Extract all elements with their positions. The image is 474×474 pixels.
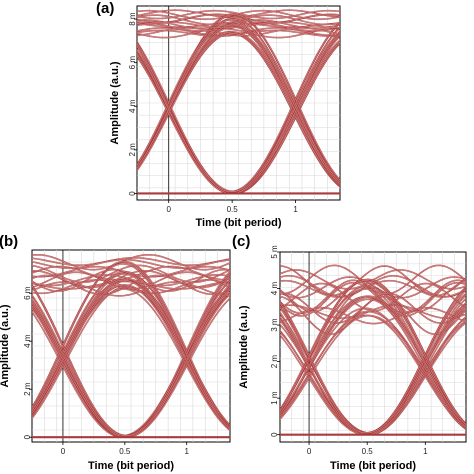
trace-rise-fall-highlight xyxy=(280,315,466,428)
y-tick-label: 6 m xyxy=(23,286,32,300)
panel-label: (b) xyxy=(0,233,18,250)
trace-fall-rise-highlight xyxy=(137,39,340,194)
y-tick-label: 5 m xyxy=(270,245,279,259)
y-axis-title: Amplitude (a.u.) xyxy=(0,304,11,387)
trace-one-level-highlight xyxy=(280,280,466,312)
eye-panel-a: 0 0.5 1 0 2 m 4 m 6 m 8 m Time (bit period) Ampli… xyxy=(96,0,341,229)
trace-one-level-highlight xyxy=(137,21,340,29)
trace-fall-rise-highlight xyxy=(280,320,466,435)
trace-one-level-highlight xyxy=(32,259,230,269)
trace-rise-fall-highlight xyxy=(32,279,230,429)
trace-rise-fall-highlight xyxy=(280,295,466,426)
trace-one-level-highlight xyxy=(32,274,230,286)
trace-one-level-highlight xyxy=(280,276,466,298)
trace-one-level-highlight xyxy=(280,280,466,298)
eye-panel-b: 0 0.5 1 0 2 m 4 m 6 m Time (bit period) Amplitud… xyxy=(0,233,231,472)
panel-label: (c) xyxy=(232,233,250,250)
x-tick-label: 0 xyxy=(307,447,312,456)
trace-fall-rise-highlight xyxy=(137,33,340,192)
y-tick-label: 8 m xyxy=(128,12,137,26)
x-tick-label: 0.5 xyxy=(119,447,131,456)
x-tick-label: 0 xyxy=(166,205,171,214)
trace-one-level-highlight xyxy=(280,283,466,312)
trace-one-level-highlight xyxy=(32,275,230,295)
y-axis-title: Amplitude (a.u.) xyxy=(109,61,121,144)
trace-one-level-highlight xyxy=(32,257,230,266)
y-tick-label: 1 m xyxy=(270,391,279,405)
eye-panel-c: 0 0.5 1 0 1 m 2 m 3 m 4 m 5 m Time (bit period) Am… xyxy=(232,233,467,472)
y-tick-label: 4 m xyxy=(128,99,137,113)
trace-one-level-highlight xyxy=(137,27,340,37)
eye-traces xyxy=(280,264,466,436)
trace-one-level-highlight xyxy=(280,307,466,324)
trace-rise-fall-highlight xyxy=(32,288,230,431)
y-tick-label: 0 xyxy=(23,434,32,439)
trace-one-level-highlight xyxy=(280,265,466,294)
x-tick-label: 1 xyxy=(184,447,189,456)
trace-fall-rise-highlight xyxy=(280,302,466,434)
trace-rise-fall-highlight xyxy=(32,263,230,429)
y-tick-label: 0 xyxy=(128,191,137,196)
y-tick-label: 2 m xyxy=(270,355,279,369)
eye-traces xyxy=(32,253,230,439)
trace-rise-fall-highlight xyxy=(137,31,340,185)
y-axis-title: Amplitude (a.u.) xyxy=(238,305,250,388)
trace-rise-fall-highlight xyxy=(137,24,340,183)
eye-traces xyxy=(137,9,340,195)
y-tick-label: 4 m xyxy=(23,334,32,348)
trace-rise-fall-highlight xyxy=(137,14,340,181)
trace-fall-rise-highlight xyxy=(32,289,230,437)
x-axis-title: Time (bit period) xyxy=(88,460,174,472)
y-tick-label: 3 m xyxy=(270,318,279,332)
trace-one-level-highlight xyxy=(32,269,230,292)
y-tick-label: 6 m xyxy=(128,56,137,70)
x-tick-label: 0 xyxy=(61,447,66,456)
x-axis-title: Time (bit period) xyxy=(196,217,282,229)
trace-one-level-highlight xyxy=(137,10,340,19)
trace-rise-fall-highlight xyxy=(280,279,466,425)
y-tick-label: 0 xyxy=(270,432,279,437)
x-tick-label: 1 xyxy=(293,205,298,214)
x-tick-label: 0.5 xyxy=(227,205,239,214)
trace-one-level-highlight xyxy=(32,266,230,280)
y-tick-label: 2 m xyxy=(128,143,137,157)
x-axis-title: Time (bit period) xyxy=(330,460,416,472)
x-tick-label: 0.5 xyxy=(362,447,374,456)
y-tick-label: 4 m xyxy=(270,282,279,296)
trace-one-level-highlight xyxy=(32,281,230,297)
y-tick-label: 2 m xyxy=(23,382,32,396)
x-tick-label: 1 xyxy=(423,447,428,456)
trace-one-level-highlight xyxy=(32,271,230,290)
panel-label: (a) xyxy=(96,0,114,17)
trace-one-level-highlight xyxy=(137,9,340,18)
